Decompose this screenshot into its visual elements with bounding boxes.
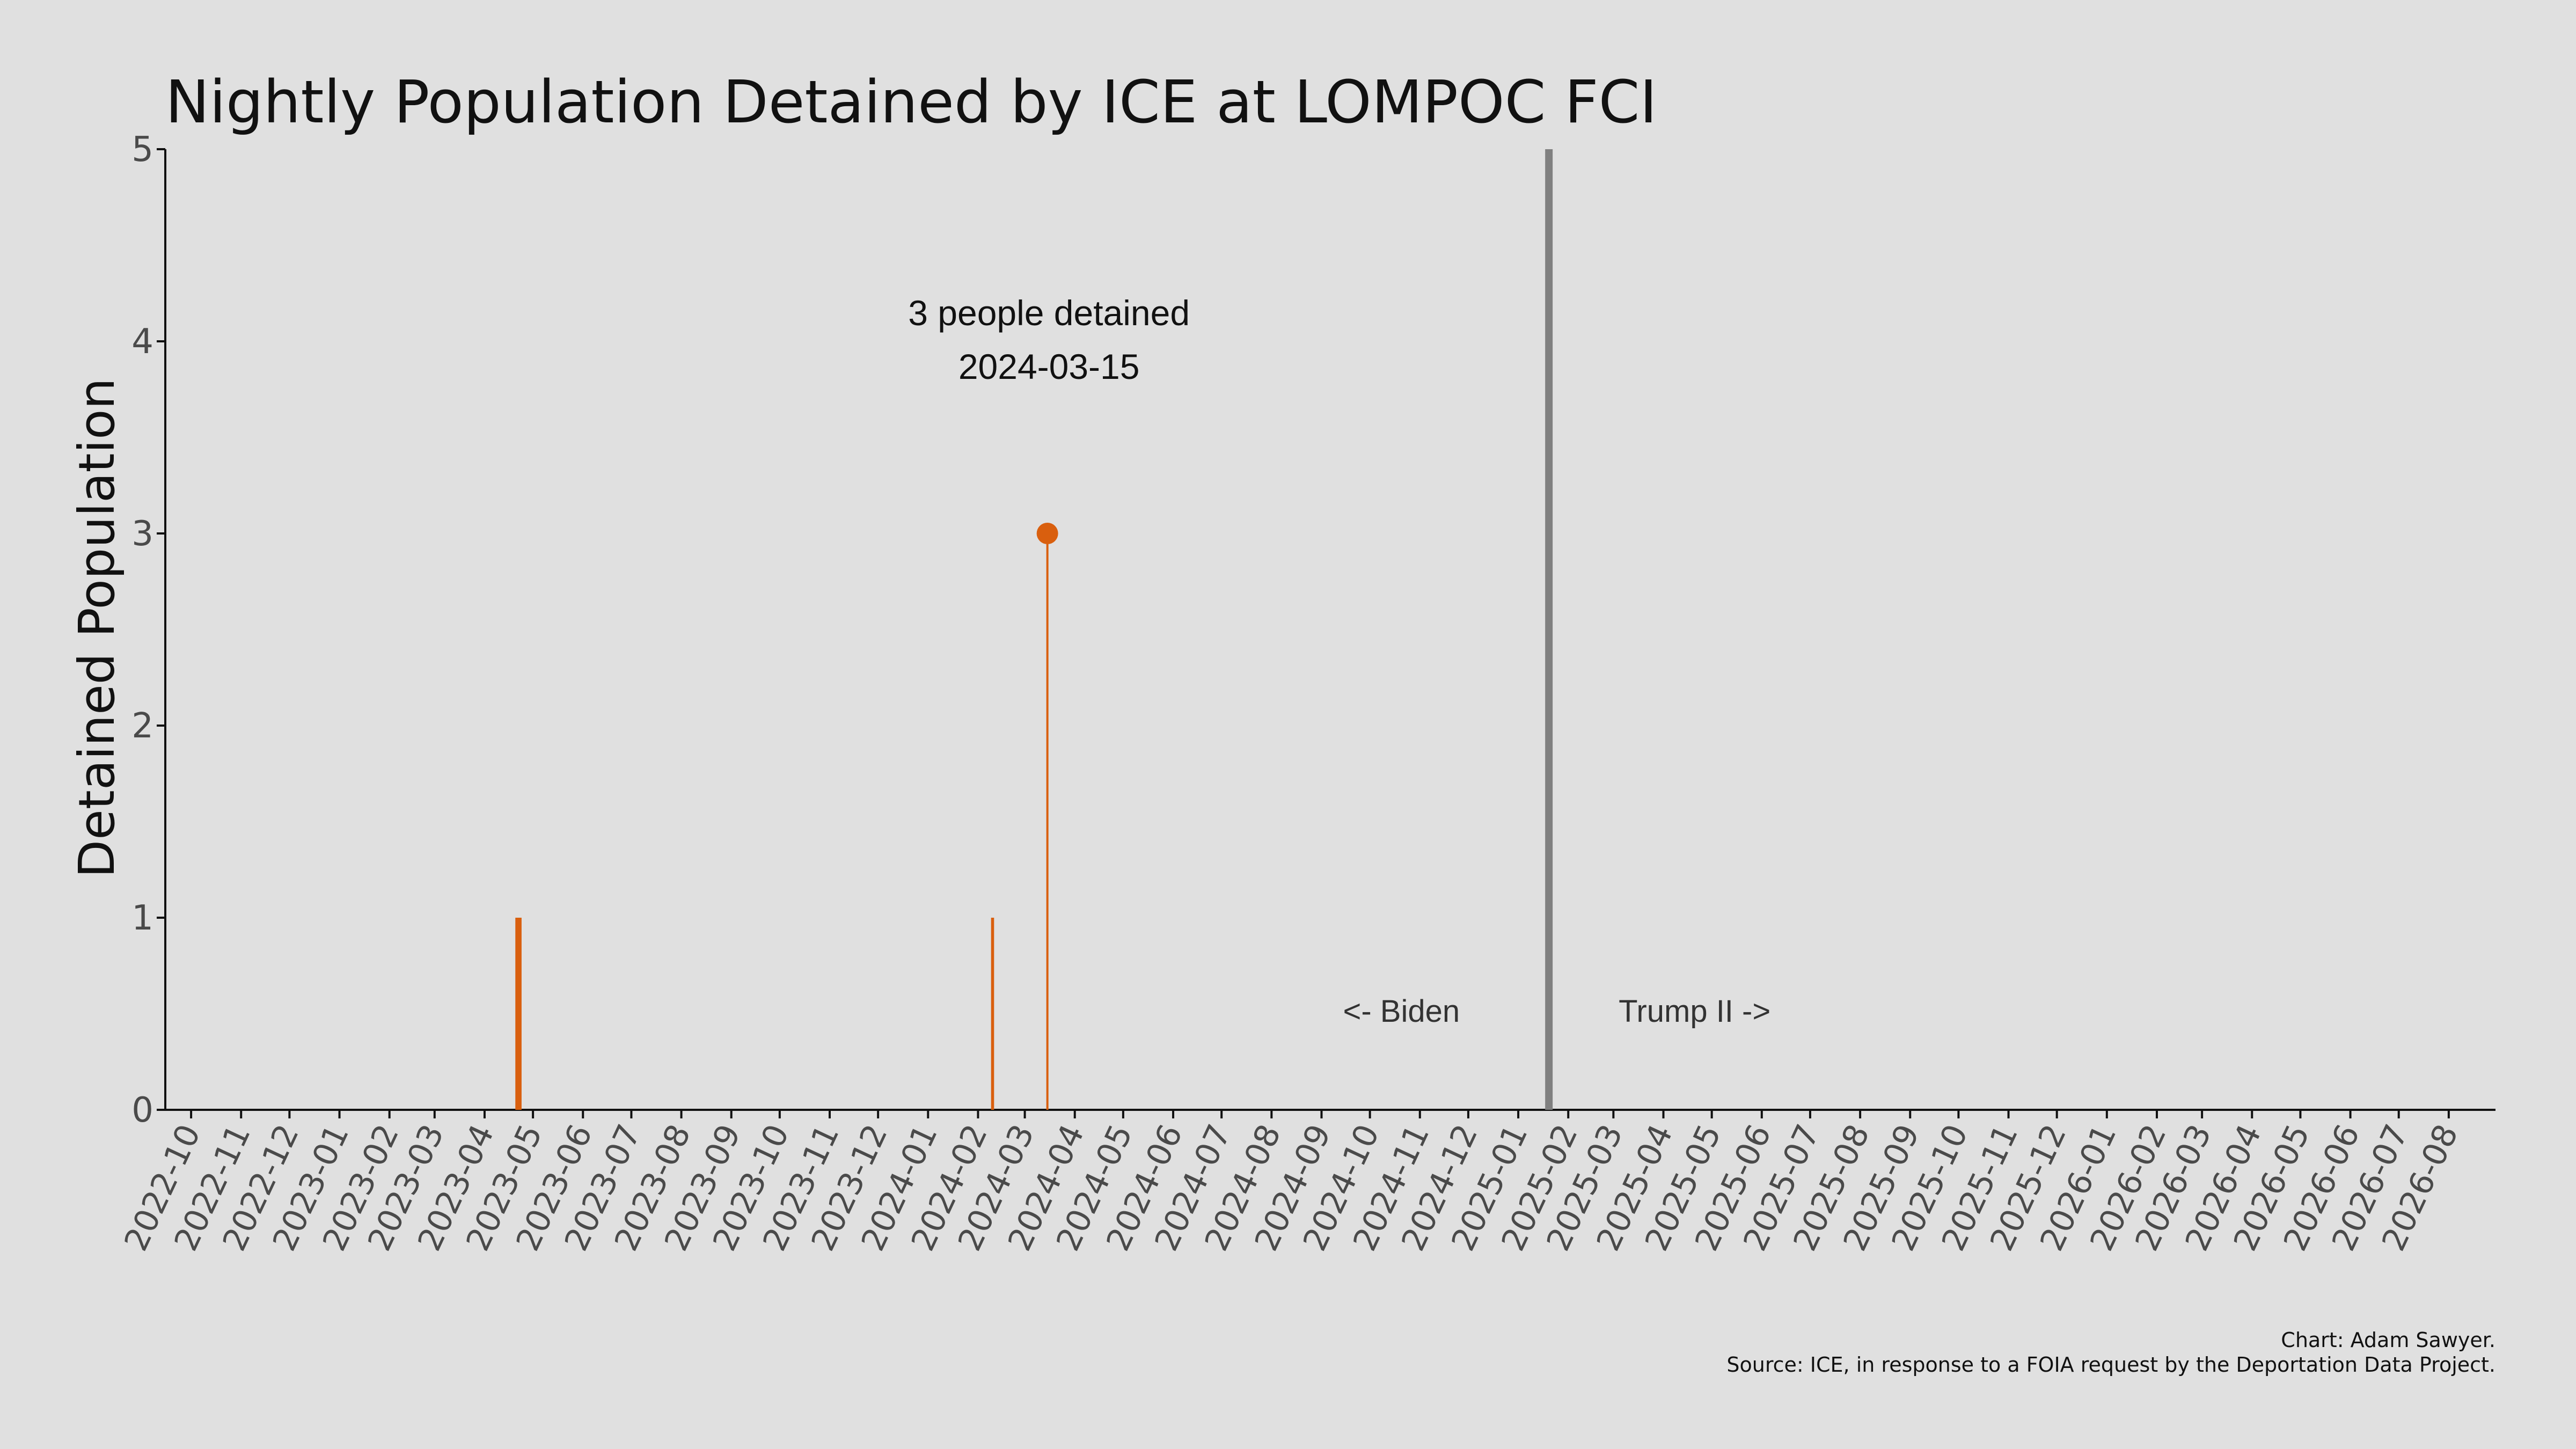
y-tick-label: 4 xyxy=(131,322,153,362)
caption-source: Source: ICE, in response to a FOIA reque… xyxy=(1726,1353,2496,1377)
bar xyxy=(991,918,994,1110)
bar xyxy=(1046,533,1049,1110)
caption-author: Chart: Adam Sawyer. xyxy=(2281,1328,2496,1352)
highlight-label-date: 2024-03-15 xyxy=(958,347,1140,386)
y-tick-label: 1 xyxy=(131,898,153,938)
highlight-label-count: 3 people detained xyxy=(908,293,1190,333)
chart-title: Nightly Population Detained by ICE at LO… xyxy=(165,68,1657,136)
plot-area: 0123452022-102022-112022-122023-012023-0… xyxy=(117,130,2496,1257)
era-label-biden: <- Biden xyxy=(1343,994,1460,1029)
bar xyxy=(518,918,522,1110)
y-tick-label: 0 xyxy=(131,1091,153,1130)
y-tick-label: 3 xyxy=(131,514,153,554)
y-tick-label: 2 xyxy=(131,706,153,746)
bar xyxy=(517,918,520,1110)
bar xyxy=(515,918,518,1110)
y-axis-label: Detained Population xyxy=(68,378,126,877)
y-tick-label: 5 xyxy=(131,130,153,170)
highlight-point xyxy=(1036,523,1058,544)
era-label-trump: Trump II -> xyxy=(1619,994,1770,1029)
